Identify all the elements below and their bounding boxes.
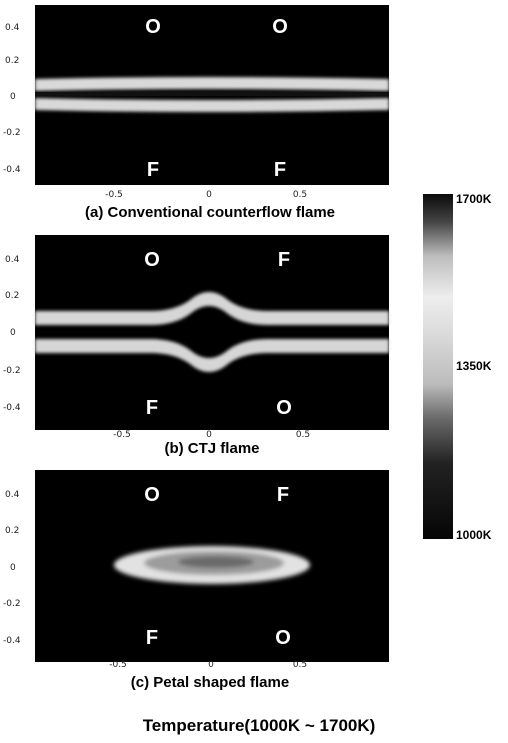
figure-caption: Temperature(1000K ~ 1700K) (143, 716, 376, 735)
panel-a-region-bottom-left: F (147, 159, 159, 181)
colorbar-gradient (423, 194, 453, 539)
panel-b-ytick: 0 (10, 328, 16, 338)
panel-c-region-top-right: F (277, 484, 289, 506)
panel-c: 0.4 0.2 0 -0.2 -0.4 -0.5 0 0.5 O F F O (… (3, 470, 389, 691)
colorbar: 1700K 1350K 1000K (423, 192, 492, 542)
panel-a-ytick: 0.4 (5, 23, 20, 33)
panel-a-ytick: 0 (10, 92, 16, 102)
panel-a-region-top-right: O (272, 16, 288, 38)
panel-c-region-top-left: O (144, 484, 160, 506)
panel-b-ytick: -0.2 (3, 366, 21, 376)
panel-b-xtick: -0.5 (113, 430, 131, 440)
panel-c-ytick: -0.4 (3, 636, 21, 646)
panel-a-ytick: -0.2 (3, 128, 21, 138)
panel-b-ytick: 0.4 (5, 255, 20, 265)
panel-c-xtick: 0 (208, 660, 214, 670)
panel-b-xtick: 0.5 (296, 430, 310, 440)
panel-c-ytick: 0.4 (5, 490, 20, 500)
colorbar-label-mid: 1350K (456, 359, 492, 373)
panel-b-ytick: 0.2 (5, 291, 19, 301)
panel-c-ytick: 0.2 (5, 526, 19, 536)
panel-b-plot (35, 235, 389, 430)
panel-b-region-bottom-right: O (276, 397, 292, 419)
colorbar-label-max: 1700K (456, 192, 492, 206)
panel-a-label: (a) Conventional counterflow flame (85, 204, 335, 221)
panel-a-xtick: 0.5 (293, 190, 307, 200)
panel-c-region-bottom-left: F (146, 627, 158, 649)
panel-c-petal-flame (114, 546, 310, 584)
panel-a-xtick: 0 (206, 190, 212, 200)
panel-a: 0.4 0.2 0 -0.2 -0.4 -0.5 0 0.5 O O F F (… (3, 5, 389, 221)
panel-c-ytick: -0.2 (3, 599, 21, 609)
panel-c-xtick: -0.5 (109, 660, 127, 670)
panel-a-region-top-left: O (145, 16, 161, 38)
panel-a-region-bottom-right: F (274, 159, 286, 181)
panel-b-flame-bands (35, 292, 389, 372)
panel-a-ytick: -0.4 (3, 165, 21, 175)
panel-b-region-bottom-left: F (146, 397, 158, 419)
panel-b: 0.4 0.2 0 -0.2 -0.4 -0.5 0 0.5 O F F O (… (3, 235, 389, 457)
panel-b-xtick: 0 (206, 430, 212, 440)
panel-c-ytick: 0 (10, 563, 16, 573)
panel-a-flame-bands (35, 77, 389, 112)
panel-a-xtick: -0.5 (105, 190, 123, 200)
panel-c-region-bottom-right: O (275, 627, 291, 649)
panel-c-xtick: 0.5 (293, 660, 307, 670)
panel-b-region-top-left: O (144, 249, 160, 271)
panel-b-ytick: -0.4 (3, 403, 21, 413)
panel-b-region-top-right: F (278, 249, 290, 271)
panel-a-ytick: 0.2 (5, 56, 19, 66)
panel-b-label: (b) CTJ flame (164, 440, 259, 457)
panel-c-label: (c) Petal shaped flame (131, 674, 289, 691)
colorbar-label-min: 1000K (456, 528, 492, 542)
